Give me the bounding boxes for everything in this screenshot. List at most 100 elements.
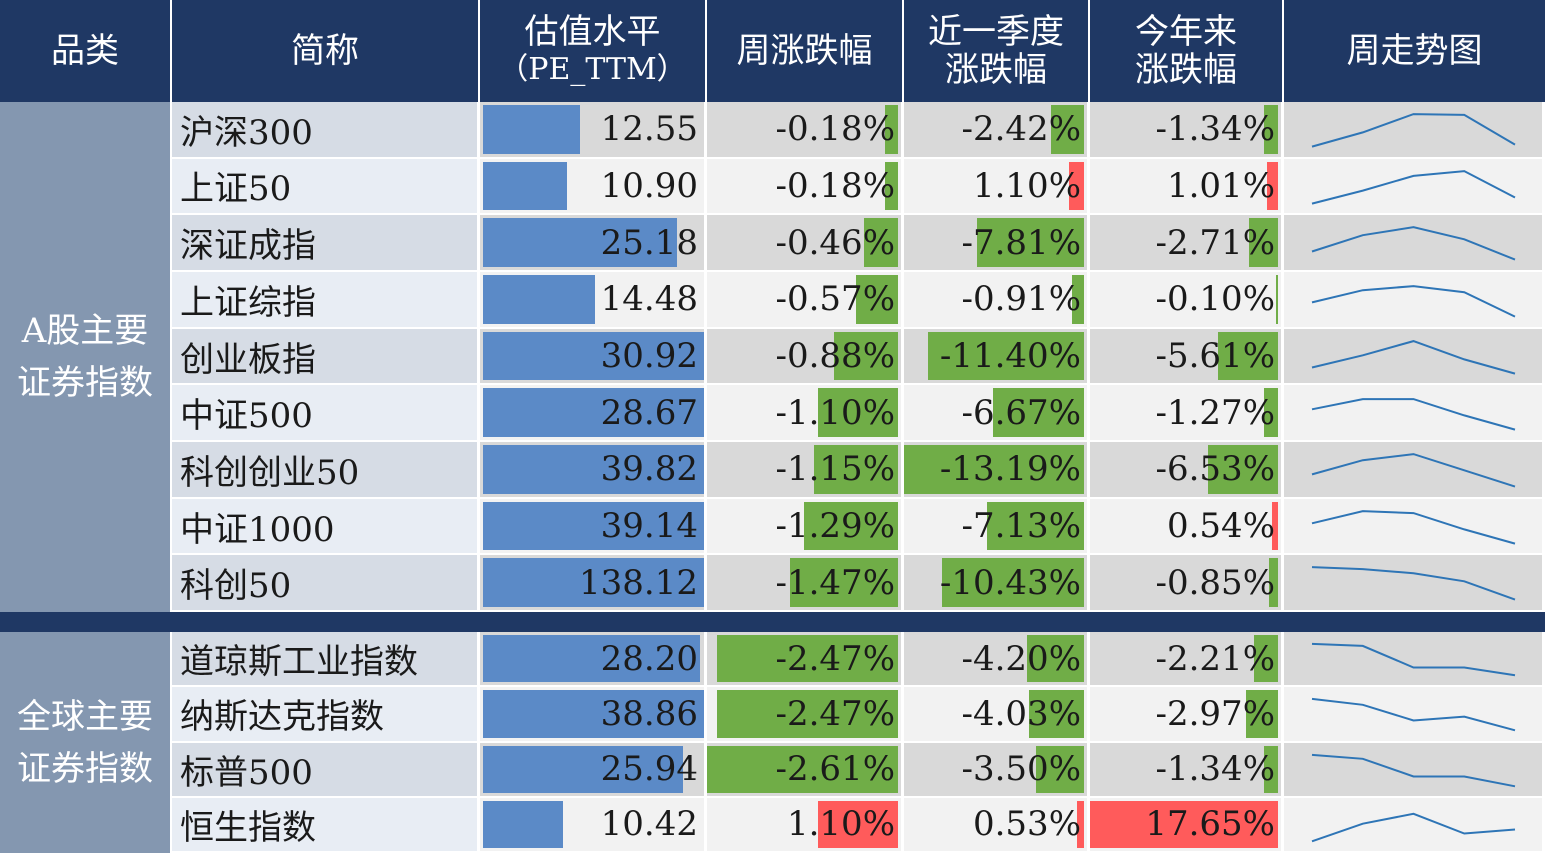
header-quarter-line2: 涨跌幅 [945, 50, 1047, 90]
pe-value: 28.20 [600, 638, 698, 679]
quarter-change-value: -3.50% [961, 749, 1082, 790]
pe-data-bar [483, 105, 580, 154]
pe-value: 10.42 [600, 804, 698, 845]
header-week: 周涨跌幅 [707, 0, 904, 102]
row-ytd-cell: -2.21% [1090, 632, 1284, 688]
row-pe-cell: 10.42 [480, 797, 707, 853]
quarter-data-bar [1026, 635, 1084, 683]
row-trend-cell [1284, 158, 1545, 216]
row-quarter-cell: 1.10% [904, 158, 1090, 216]
ytd-data-bar [1276, 275, 1278, 324]
sparkline-path [1311, 698, 1516, 732]
row-week-cell: -1.47% [707, 555, 904, 613]
row-name-cell: 恒生指数 [172, 797, 480, 853]
row-pe-cell: 30.92 [480, 328, 707, 386]
row-trend-cell [1284, 102, 1545, 159]
sparkline-path [1311, 226, 1516, 261]
week-change-value: -2.47% [775, 693, 896, 734]
index-name: 上证综指 [180, 282, 316, 323]
row-quarter-cell: -3.50% [904, 742, 1090, 798]
ytd-change-value: 1.01% [1166, 165, 1275, 206]
ytd-data-bar [1263, 745, 1278, 793]
index-name: 中证500 [180, 396, 313, 437]
header-ytd: 今年来 涨跌幅 [1090, 0, 1284, 102]
week-change-value: 1.10% [786, 804, 895, 845]
row-ytd-cell: -2.71% [1090, 215, 1284, 272]
index-name: 上证50 [180, 169, 292, 210]
pe-data-bar [483, 331, 704, 381]
category-global: 全球主要证券指数 [0, 632, 172, 853]
quarter-data-bar [1036, 745, 1084, 793]
category-a-share: A股主要证券指数 [0, 102, 172, 612]
quarter-data-bar [1071, 275, 1084, 324]
ytd-data-bar [1254, 635, 1278, 683]
row-name-cell: 科创50 [172, 555, 480, 613]
week-change-value: -1.47% [775, 562, 896, 603]
row-name-cell: 科创创业50 [172, 442, 480, 499]
quarter-data-bar [941, 558, 1084, 608]
row-week-cell: -1.29% [707, 498, 904, 556]
quarter-change-value: -0.91% [961, 279, 1082, 320]
ytd-change-value: -2.21% [1155, 638, 1276, 679]
weekly-trend-sparkline [1311, 509, 1516, 545]
group-separator [0, 612, 1545, 632]
index-name: 纳斯达克指数 [180, 697, 384, 738]
pe-data-bar [483, 745, 683, 793]
weekly-trend-sparkline [1311, 339, 1516, 375]
pe-data-bar [483, 635, 701, 683]
weekly-trend-sparkline [1311, 698, 1516, 732]
row-trend-cell [1284, 442, 1545, 499]
ytd-data-bar [1267, 161, 1278, 211]
week-data-bar [707, 745, 898, 793]
row-name-cell: 标普500 [172, 742, 480, 798]
header-trend: 周走势图 [1284, 0, 1545, 102]
week-data-bar [884, 105, 898, 154]
row-week-cell: 1.10% [707, 797, 904, 853]
row-ytd-cell: -0.10% [1090, 272, 1284, 329]
week-change-value: -0.88% [775, 336, 896, 376]
ytd-change-value: -1.34% [1155, 749, 1276, 790]
ytd-data-bar [1263, 105, 1278, 154]
weekly-trend-sparkline [1311, 566, 1516, 601]
row-week-cell: -0.46% [707, 215, 904, 272]
quarter-change-value: -13.19% [939, 449, 1081, 490]
row-quarter-cell: -6.67% [904, 385, 1090, 442]
pe-value: 25.94 [600, 749, 698, 790]
index-name: 科创创业50 [180, 452, 360, 493]
row-week-cell: -1.10% [707, 385, 904, 442]
week-change-value: -0.46% [775, 222, 896, 263]
pe-value: 25.18 [600, 222, 698, 263]
quarter-change-value: -6.67% [961, 392, 1082, 433]
row-quarter-cell: -4.20% [904, 632, 1090, 688]
row-pe-cell: 14.48 [480, 272, 707, 329]
row-pe-cell: 28.20 [480, 632, 707, 688]
week-data-bar [884, 161, 898, 211]
pe-data-bar [483, 558, 704, 608]
pe-value: 10.90 [600, 165, 698, 206]
row-ytd-cell: -1.34% [1090, 102, 1284, 159]
row-name-cell: 中证500 [172, 385, 480, 442]
row-trend-cell [1284, 742, 1545, 798]
week-data-bar [717, 635, 898, 683]
row-ytd-cell: 17.65% [1090, 797, 1284, 853]
pe-value: 14.48 [600, 279, 698, 320]
sparkline-path [1311, 113, 1516, 148]
week-data-bar [817, 388, 898, 437]
row-name-cell: 上证综指 [172, 272, 480, 329]
row-quarter-cell: -7.81% [904, 215, 1090, 272]
row-trend-cell [1284, 555, 1545, 613]
ytd-change-value: -2.97% [1155, 693, 1276, 734]
ytd-data-bar [1246, 690, 1278, 738]
header-quarter-line1: 近一季度 [928, 12, 1064, 52]
weekly-trend-sparkline [1311, 753, 1516, 787]
row-week-cell: -1.15% [707, 442, 904, 499]
row-ytd-cell: 1.01% [1090, 158, 1284, 216]
quarter-change-value: -10.43% [939, 562, 1081, 603]
week-data-bar [817, 800, 898, 848]
header-week-label: 周涨跌幅 [736, 31, 873, 71]
row-name-cell: 深证成指 [172, 215, 480, 272]
header-ytd-line1: 今年来 [1135, 12, 1237, 52]
weekly-trend-sparkline [1311, 285, 1516, 318]
week-change-value: -2.47% [775, 638, 896, 679]
ytd-change-value: -0.10% [1155, 279, 1276, 320]
